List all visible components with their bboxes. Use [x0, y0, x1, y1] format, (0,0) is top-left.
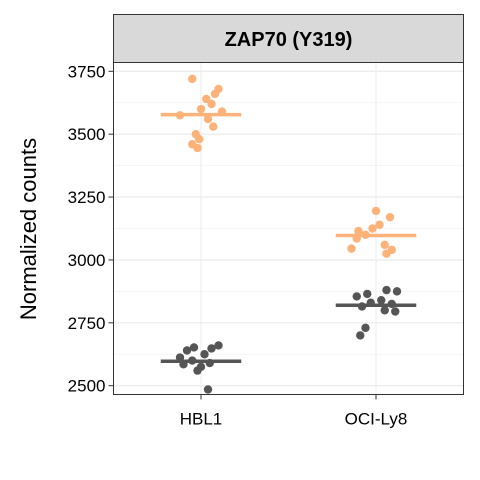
data-point: [210, 89, 220, 99]
y-tick-label: 3000: [68, 251, 106, 270]
data-point: [363, 289, 372, 299]
data-point: [382, 249, 391, 258]
data-point: [175, 111, 185, 120]
data-point: [202, 94, 211, 104]
data-point: [182, 346, 192, 355]
data-point: [347, 244, 356, 253]
data-point: [392, 287, 402, 296]
data-point: [203, 114, 213, 124]
y-axis: 2500 2750 3000 3250 3500 3750: [68, 62, 114, 396]
data-point: [371, 206, 381, 216]
data-point: [361, 230, 370, 239]
data-point: [387, 299, 396, 309]
data-point: [352, 292, 361, 301]
data-point: [368, 224, 377, 233]
y-axis-title: Normalized counts: [16, 138, 41, 320]
data-point: [217, 107, 227, 116]
data-point: [205, 358, 214, 368]
y-tick-label: 3750: [68, 62, 106, 81]
x-tick-label: HBL1: [180, 410, 223, 429]
data-point: [200, 350, 209, 359]
data-point: [366, 298, 375, 307]
grid-lines: [113, 62, 464, 395]
data-point: [375, 220, 384, 229]
strip-header: [113, 14, 464, 63]
strip-title: ZAP70 (Y319): [225, 29, 353, 51]
data-point: [361, 323, 370, 333]
x-axis: HBL1 OCI-Ly8: [180, 394, 408, 429]
data-point: [209, 122, 218, 131]
data-point: [179, 360, 188, 369]
data-point: [354, 226, 363, 236]
median-lines: [160, 112, 417, 364]
data-point: [188, 356, 197, 365]
data-point: [189, 343, 199, 352]
y-tick-label: 3250: [68, 188, 106, 207]
data-point: [188, 74, 197, 84]
x-tick-label: OCI-Ly8: [345, 410, 408, 429]
data-point: [203, 385, 213, 394]
data-point: [207, 344, 216, 353]
data-point: [385, 212, 395, 222]
data-point: [352, 234, 361, 243]
data-point: [380, 306, 389, 315]
data-point: [193, 366, 202, 375]
y-tick-label: 3500: [68, 125, 106, 144]
data-point: [207, 99, 216, 109]
data-points: [175, 74, 402, 394]
panel-border: [113, 62, 464, 395]
data-point: [356, 331, 365, 340]
y-tick-label: 2500: [68, 377, 106, 396]
data-point: [196, 104, 206, 114]
data-point: [377, 295, 386, 305]
data-point: [193, 143, 202, 153]
data-point: [357, 302, 367, 311]
data-point: [391, 307, 400, 316]
data-point: [380, 240, 389, 250]
data-point: [195, 135, 204, 144]
y-tick-label: 2750: [68, 314, 106, 333]
data-point: [214, 341, 223, 350]
data-point: [175, 353, 185, 362]
data-point: [382, 285, 391, 295]
